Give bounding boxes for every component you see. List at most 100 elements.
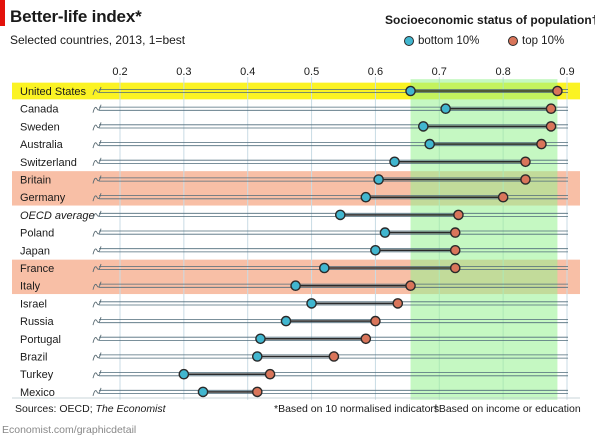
source-prefix: Sources: OECD; xyxy=(15,403,96,415)
axis-break-icon xyxy=(92,299,102,308)
axis-break-icon xyxy=(92,157,102,166)
row-canada: Canada xyxy=(20,103,568,116)
row-label: OECD average xyxy=(20,210,95,222)
row-poland: Poland xyxy=(20,227,568,240)
row-label: Russia xyxy=(20,316,55,328)
chart-subtitle: Selected countries, 2013, 1=best xyxy=(10,33,186,47)
row-label: Portugal xyxy=(20,334,61,346)
row-label: Italy xyxy=(20,281,41,293)
row-label: Australia xyxy=(20,139,64,151)
point-top-10 xyxy=(264,368,276,380)
row-italy: Italy xyxy=(20,280,568,293)
row-label: Poland xyxy=(20,228,54,240)
point-top-10 xyxy=(360,333,372,345)
x-tick-label-3: 0.5 xyxy=(304,66,319,78)
point-top-10 xyxy=(520,174,531,185)
axis-break-icon xyxy=(92,139,102,149)
row-france: France xyxy=(20,262,568,275)
legend-label-top: top 10% xyxy=(522,35,565,47)
chart-title: Better-life index* xyxy=(10,7,142,26)
row-britain: Britain xyxy=(20,174,568,187)
point-bottom-10 xyxy=(370,244,381,256)
row-switzerland: Switzerland xyxy=(20,156,568,169)
note-income: †Based on income or education xyxy=(433,403,581,415)
point-top-10 xyxy=(449,227,461,238)
point-bottom-10 xyxy=(440,103,451,114)
x-tick-label-6: 0.8 xyxy=(495,66,510,78)
row-label: Japan xyxy=(20,245,50,257)
source-note: Sources: OECD; The Economist xyxy=(15,403,166,415)
row-label: Canada xyxy=(20,104,59,116)
x-tick-label-4: 0.6 xyxy=(368,66,383,78)
axis-break-icon xyxy=(92,370,102,379)
legend-title: Socioeconomic status of population†: xyxy=(385,13,595,27)
x-tick-label-7: 0.9 xyxy=(559,66,574,78)
row-label: Mexico xyxy=(20,387,55,399)
row-label: France xyxy=(20,263,54,275)
point-top-10 xyxy=(545,121,557,132)
point-top-10 xyxy=(370,315,381,327)
legend-item-top: top 10% xyxy=(508,35,564,47)
row-russia: Russia xyxy=(20,315,568,328)
x-tick-label-2: 0.4 xyxy=(240,66,255,78)
point-top-10 xyxy=(405,280,416,292)
point-bottom-10 xyxy=(418,121,429,132)
point-bottom-10 xyxy=(306,298,317,309)
row-mexico: Mexico xyxy=(20,386,568,399)
point-bottom-10 xyxy=(178,368,190,380)
row-label: Germany xyxy=(20,192,66,204)
legend-label-bottom: bottom 10% xyxy=(418,35,480,47)
axis-break-icon xyxy=(92,352,102,361)
green-band xyxy=(410,79,558,400)
axis-break-icon xyxy=(92,122,102,131)
row-label: Turkey xyxy=(20,369,54,381)
x-tick-label-1: 0.3 xyxy=(176,66,191,78)
row-united-states: United States xyxy=(20,85,568,98)
row-label: Israel xyxy=(20,298,47,310)
axis-break-icon xyxy=(92,228,102,237)
row-oecd-average: OECD average xyxy=(20,209,568,222)
point-bottom-10 xyxy=(319,262,330,274)
row-japan: Japan xyxy=(20,244,568,257)
point-bottom-10 xyxy=(405,85,416,97)
x-tick-label-5: 0.7 xyxy=(432,66,447,78)
point-bottom-10 xyxy=(280,315,292,327)
point-bottom-10 xyxy=(335,209,346,221)
row-portugal: Portugal xyxy=(20,333,568,346)
point-top-10 xyxy=(392,298,404,309)
legend-dot-bottom xyxy=(404,36,414,46)
row-brazil: Brazil xyxy=(20,351,568,364)
point-bottom-10 xyxy=(389,156,400,168)
row-israel: Israel xyxy=(20,298,568,310)
brand-red-tag xyxy=(0,0,5,26)
row-sweden: Sweden xyxy=(20,121,568,133)
row-label: Sweden xyxy=(20,121,60,133)
row-germany: Germany xyxy=(20,191,568,204)
axis-break-icon xyxy=(92,316,102,326)
legend-dot-top xyxy=(508,36,518,46)
axis-break-icon xyxy=(92,387,102,397)
point-bottom-10 xyxy=(360,191,372,203)
axis-break-icon xyxy=(92,281,102,290)
point-top-10 xyxy=(497,191,509,203)
point-top-10 xyxy=(449,244,461,256)
axis-break-icon xyxy=(92,210,102,220)
point-top-10 xyxy=(552,85,563,97)
note-indicators: *Based on 10 normalised indicators xyxy=(274,403,440,415)
row-label: Brazil xyxy=(20,352,48,364)
point-top-10 xyxy=(545,103,557,114)
point-bottom-10 xyxy=(373,174,384,185)
row-label: Britain xyxy=(20,175,51,187)
point-bottom-10 xyxy=(197,386,209,398)
row-turkey: Turkey xyxy=(20,368,568,381)
point-bottom-10 xyxy=(251,351,263,362)
axis-break-icon xyxy=(92,263,102,273)
axis-break-icon xyxy=(92,175,102,184)
x-tick-label-0: 0.2 xyxy=(112,66,127,78)
axis-break-icon xyxy=(92,193,102,202)
credit-link[interactable]: Economist.com/graphicdetail xyxy=(2,424,137,436)
point-bottom-10 xyxy=(424,138,436,150)
axis-break-icon xyxy=(92,334,102,343)
point-top-10 xyxy=(536,138,547,150)
